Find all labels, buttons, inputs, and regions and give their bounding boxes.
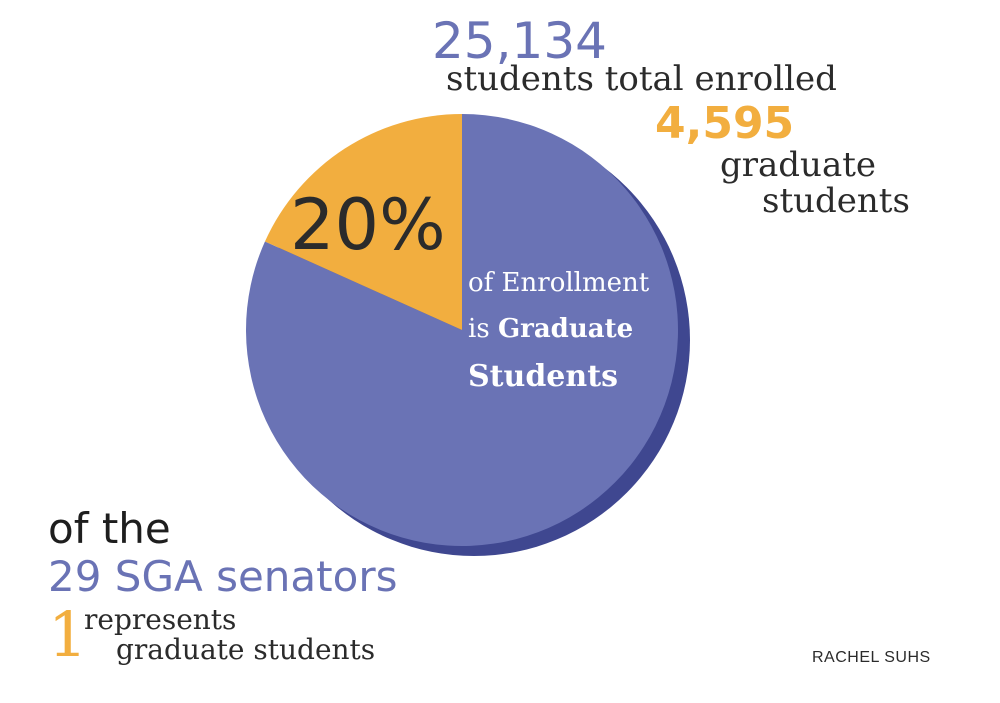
pie-slice-graduate-students [264,114,462,330]
pie-description-line-2: is Graduate [468,316,633,342]
graduate-count-number: 4,595 [655,98,795,149]
author-credit: RACHEL SUHS [812,649,931,666]
pie-group [245,114,690,556]
sga-graduate-representative-number: 1 [48,598,88,671]
pie-description-line-1: of Enrollment [468,268,650,298]
graduate-label-line-2: students [762,181,910,221]
pie-description-bold: Graduate [497,314,634,344]
graduate-label-line-1: graduate [720,145,877,185]
sga-text-line-2: graduate students [116,633,376,666]
sga-line-1: of the [48,504,171,553]
pie-description-prefix: is [468,314,498,344]
sga-text-line-1: represents [84,603,237,636]
total-enrolled-number: 25,134 [432,12,607,70]
total-enrolled-label: students total enrolled [446,59,837,99]
pie-description-line-3: Students [468,359,618,394]
sga-senators-count: 29 SGA senators [48,552,398,601]
graduate-percent-label: 20% [290,184,446,266]
